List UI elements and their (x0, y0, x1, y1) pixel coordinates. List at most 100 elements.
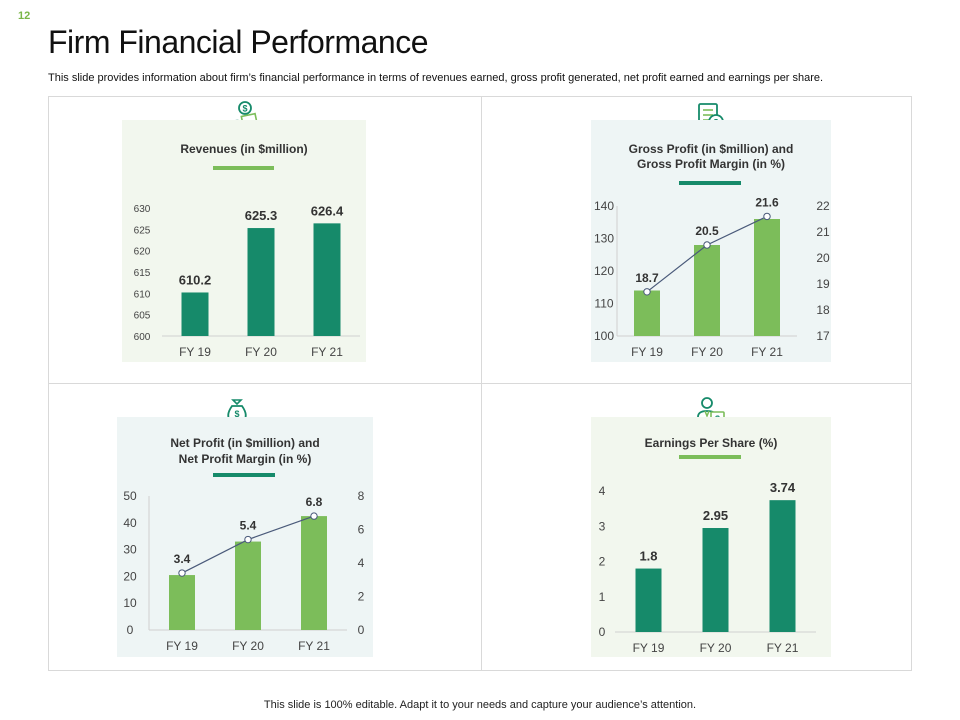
revenues-x-tick-label: FY 20 (245, 345, 277, 359)
revenues-title-line: Revenues (in $million) (180, 142, 307, 156)
gross-profit-chart: Gross Profit (in $million) and Gross Prof… (591, 120, 831, 362)
grid-divider-horizontal (48, 383, 912, 384)
net-profit-y-tick-label: 0 (127, 623, 134, 637)
gross-profit-y-tick-label: 130 (594, 232, 614, 246)
revenues-chart-svg: Revenues (in $million) 600 605 610 615 620 625… (134, 142, 360, 359)
eps-bar (769, 500, 796, 632)
net-profit-bar (235, 541, 261, 630)
revenues-x-tick-label: FY 19 (179, 345, 211, 359)
svg-text:$: $ (234, 409, 239, 419)
gross-profit-y2-tick-label: 21 (816, 225, 830, 239)
gross-profit-line-point (763, 212, 771, 221)
net-profit-x-tick-label: FY 19 (166, 639, 198, 653)
revenues-y-tick-label: 605 (134, 311, 151, 322)
net-profit-line-point (244, 535, 252, 544)
gross-profit-line-label: 20.5 (695, 224, 719, 238)
eps-y-tick-label: 4 (599, 484, 606, 498)
revenues-x-tick-label: FY 21 (311, 345, 343, 359)
revenues-data-label: 610.2 (179, 272, 212, 287)
net-profit-line-label: 3.4 (174, 552, 191, 566)
net-profit-line-label: 5.4 (240, 519, 257, 533)
eps-y-tick-label: 0 (599, 625, 606, 639)
revenues-y-tick-label: 615 (134, 268, 151, 279)
gross-profit-title-underline (679, 181, 741, 185)
gross-profit-bar (754, 219, 780, 336)
revenues-y-tick-label: 630 (134, 204, 151, 215)
gross-profit-title-line: Gross Profit (in $million) and (629, 142, 794, 156)
revenues-title-underline (213, 166, 274, 170)
net-profit-x-tick-label: FY 20 (232, 639, 264, 653)
eps-chart: Earnings Per Share (%) 0 1 2 3 4 1.8 2.95 3.74 FY… (591, 417, 831, 657)
gross-profit-title-line: Gross Profit Margin (in %) (637, 157, 785, 171)
net-profit-title-line: Net Profit Margin (in %) (179, 452, 312, 466)
net-profit-bar (301, 516, 327, 630)
eps-x-tick-label: FY 20 (700, 641, 732, 655)
gross-profit-line-label: 21.6 (755, 195, 779, 209)
revenues-y-tick-label: 625 (134, 225, 151, 236)
eps-y-tick-label: 1 (599, 590, 606, 604)
net-profit-y2-tick-label: 4 (358, 556, 365, 570)
gross-profit-bar (634, 290, 660, 336)
net-profit-y-tick-label: 50 (123, 489, 137, 503)
net-profit-y2-tick-label: 0 (358, 623, 365, 637)
revenues-chart: Revenues (in $million) 600 605 610 615 620 625… (122, 120, 366, 362)
net-profit-chart-svg: Net Profit (in $million) and Net Profit M… (123, 436, 365, 653)
net-profit-y-tick-label: 30 (123, 543, 137, 557)
net-profit-y-tick-label: 40 (123, 516, 137, 530)
net-profit-y2-tick-label: 8 (358, 489, 365, 503)
eps-title-underline (679, 455, 741, 459)
net-profit-line-label: 6.8 (306, 495, 323, 509)
eps-x-tick-label: FY 21 (767, 641, 799, 655)
gross-profit-line-label: 18.7 (635, 271, 659, 285)
page-title: Firm Financial Performance (48, 24, 429, 60)
net-profit-y-tick-label: 10 (123, 596, 137, 610)
revenues-bar (181, 292, 209, 336)
revenues-y-tick-label: 610 (134, 289, 151, 300)
gross-profit-y-tick-label: 140 (594, 199, 614, 213)
eps-y-tick-label: 2 (599, 555, 606, 569)
net-profit-x-tick-label: FY 21 (298, 639, 330, 653)
gross-profit-x-tick-label: FY 21 (751, 345, 783, 359)
revenues-y-tick-label: 620 (134, 247, 151, 258)
net-profit-title-line: Net Profit (in $million) and (170, 436, 319, 450)
net-profit-line-point (178, 569, 186, 577)
eps-data-label: 3.74 (770, 480, 796, 495)
gross-profit-y-tick-label: 100 (594, 329, 614, 343)
net-profit-y2-tick-label: 2 (358, 590, 365, 604)
net-profit-bar (169, 575, 195, 630)
revenues-bar (313, 223, 341, 336)
gross-profit-x-tick-label: FY 20 (691, 345, 723, 359)
gross-profit-line-point (703, 241, 711, 249)
gross-profit-y2-tick-label: 19 (816, 277, 830, 291)
gross-profit-x-tick-label: FY 19 (631, 345, 663, 359)
revenues-data-label: 626.4 (311, 203, 344, 218)
gross-profit-y2-tick-label: 20 (816, 251, 830, 265)
revenues-y-tick-label: 600 (134, 332, 151, 343)
gross-profit-y-tick-label: 110 (594, 297, 613, 311)
net-profit-y-tick-label: 20 (123, 569, 137, 583)
gross-profit-y-tick-label: 120 (594, 264, 614, 278)
eps-x-tick-label: FY 19 (633, 641, 665, 655)
eps-bar (635, 568, 662, 632)
eps-data-label: 2.95 (703, 508, 728, 523)
net-profit-title-underline (213, 473, 275, 477)
gross-profit-y2-tick-label: 17 (816, 329, 830, 343)
page-number: 12 (18, 10, 31, 22)
page-subtitle: This slide provides information about fi… (48, 72, 824, 84)
page-footer: This slide is 100% editable. Adapt it to… (263, 699, 697, 711)
net-profit-chart: Net Profit (in $million) and Net Profit M… (117, 417, 373, 657)
eps-chart-svg: Earnings Per Share (%) 0 1 2 3 4 1.8 2.95 3.74 FY… (599, 436, 816, 655)
gross-profit-y2-tick-label: 18 (816, 303, 830, 317)
eps-bar (702, 528, 729, 632)
eps-data-label: 1.8 (639, 549, 657, 564)
net-profit-y2-tick-label: 6 (358, 523, 365, 537)
svg-text:$: $ (242, 104, 247, 114)
revenues-bar (247, 228, 275, 336)
net-profit-line-point (310, 512, 318, 520)
revenues-data-label: 625.3 (245, 208, 278, 223)
gross-profit-line-point (643, 288, 651, 296)
eps-y-tick-label: 3 (599, 519, 606, 533)
eps-title-line: Earnings Per Share (%) (645, 436, 778, 450)
gross-profit-bar (694, 245, 720, 336)
